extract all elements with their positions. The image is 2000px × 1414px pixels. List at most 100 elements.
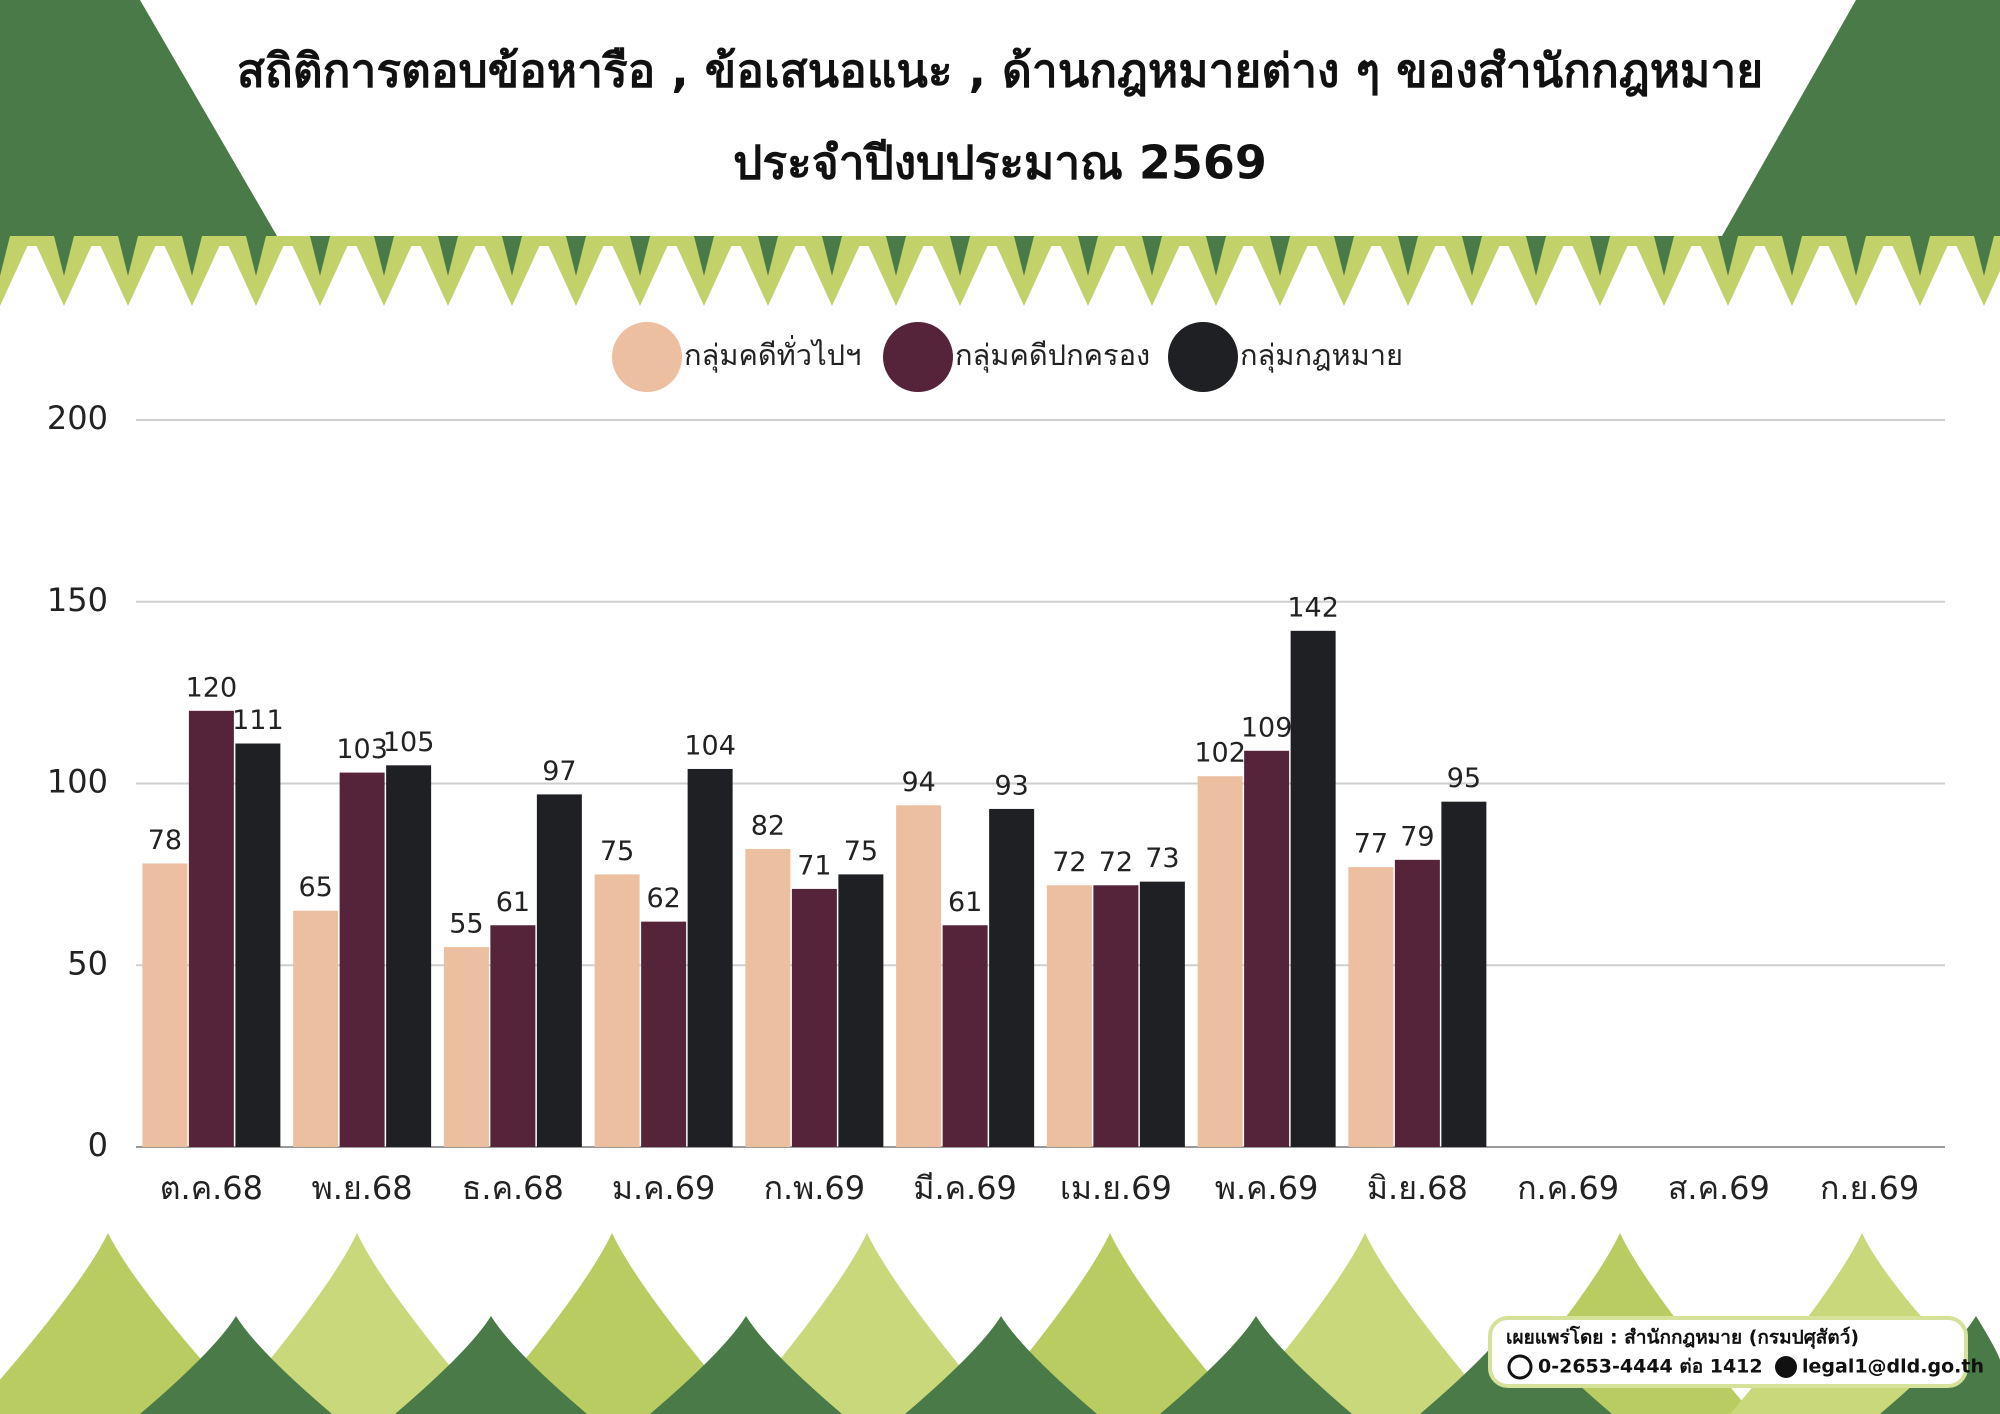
legend-swatch xyxy=(612,322,682,392)
value-label: 62 xyxy=(646,883,680,914)
footer-phone: 0-2653-4444 ต่อ 1412 xyxy=(1538,1356,1763,1378)
zigzag-leaf xyxy=(0,236,32,306)
x-tick-label: พ.ค.69 xyxy=(1215,1169,1319,1207)
x-tick-label: ก.ย.69 xyxy=(1820,1169,1919,1207)
bar xyxy=(490,925,536,1147)
zigzag-leaf xyxy=(1270,236,1290,276)
value-label: 103 xyxy=(336,734,388,765)
zigzag-leaf xyxy=(1398,236,1418,276)
zigzag-leaf xyxy=(758,236,778,276)
zigzag-leaf xyxy=(1782,236,1802,276)
value-label: 65 xyxy=(298,872,332,903)
bar xyxy=(838,874,884,1147)
zigzag-leaf xyxy=(1654,236,1674,276)
legend-label: กลุ่มคดีปกครอง xyxy=(955,338,1150,373)
leaf xyxy=(650,1316,842,1414)
zigzag-leaf xyxy=(1974,236,1994,276)
bar xyxy=(594,874,640,1147)
footer-email: legal1@dld.go.th xyxy=(1802,1356,1984,1378)
zigzag-leaf xyxy=(886,236,906,276)
value-label: 97 xyxy=(542,756,576,787)
bar xyxy=(896,805,942,1147)
value-label: 93 xyxy=(994,770,1028,801)
bar xyxy=(989,808,1035,1147)
value-label: 82 xyxy=(751,810,785,841)
value-label: 111 xyxy=(232,705,284,736)
footer-panel xyxy=(1488,1316,1968,1388)
zigzag-leaf xyxy=(950,236,970,276)
zigzag-leaf xyxy=(630,236,650,276)
zigzag-leaf xyxy=(1142,236,1162,276)
zigzag-leaf xyxy=(1718,236,1738,276)
corner-triangle xyxy=(1722,0,2000,236)
x-tick-label: มี.ค.69 xyxy=(913,1169,1017,1207)
value-label: 95 xyxy=(1447,763,1481,794)
y-tick-label: 50 xyxy=(67,944,108,982)
bar xyxy=(536,794,582,1147)
bar xyxy=(791,888,837,1147)
zigzag-leaf xyxy=(1846,236,1866,276)
bar xyxy=(188,710,234,1147)
zigzag-leaf xyxy=(1526,236,1546,276)
value-label: 142 xyxy=(1287,592,1339,623)
value-label: 73 xyxy=(1145,843,1179,874)
zigzag-leaf xyxy=(246,236,266,276)
value-label: 61 xyxy=(496,887,530,918)
value-label: 72 xyxy=(1052,847,1086,878)
value-label: 75 xyxy=(600,836,634,867)
bar xyxy=(1290,630,1336,1147)
value-label: 75 xyxy=(844,836,878,867)
zigzag-leaf xyxy=(310,236,330,276)
bar xyxy=(1093,885,1139,1147)
bar xyxy=(1046,885,1092,1147)
y-tick-label: 0 xyxy=(88,1126,108,1164)
bar xyxy=(1348,867,1394,1147)
value-label: 72 xyxy=(1099,847,1133,878)
bar xyxy=(1139,881,1185,1147)
y-tick-label: 100 xyxy=(47,763,108,801)
zigzag-leaf xyxy=(1590,236,1610,276)
bar xyxy=(339,772,385,1147)
zigzag-leaf xyxy=(54,236,74,276)
bar xyxy=(235,743,281,1147)
zigzag-leaf xyxy=(1462,236,1482,276)
corner-triangle xyxy=(0,0,277,236)
bar xyxy=(386,765,432,1147)
x-tick-label: ส.ค.69 xyxy=(1668,1169,1770,1207)
leaf xyxy=(140,1316,332,1414)
zigzag-leaf xyxy=(1014,236,1034,276)
zigzag-leaf xyxy=(1910,236,1930,276)
bar xyxy=(942,925,988,1147)
bar xyxy=(687,768,733,1147)
value-label: 55 xyxy=(449,909,483,940)
leaf xyxy=(480,1233,745,1414)
zigzag-leaf xyxy=(1334,236,1354,276)
leaf xyxy=(225,1233,490,1414)
zigzag-leaf xyxy=(182,236,202,276)
legend-label: กลุ่มกฎหมาย xyxy=(1240,338,1403,373)
zigzag-leaf xyxy=(822,236,842,276)
bar xyxy=(1441,801,1487,1147)
leaf xyxy=(735,1233,1000,1414)
zigzag-leaf xyxy=(1078,236,1098,276)
zigzag-leaf xyxy=(0,236,10,276)
bar xyxy=(745,848,791,1147)
bar xyxy=(1197,776,1243,1147)
value-label: 105 xyxy=(383,727,435,758)
x-tick-label: เม.ย.69 xyxy=(1060,1169,1172,1207)
value-label: 120 xyxy=(186,672,238,703)
phone-icon xyxy=(1507,1354,1533,1380)
y-tick-label: 200 xyxy=(47,399,108,437)
x-tick-label: ธ.ค.68 xyxy=(462,1169,564,1207)
value-label: 78 xyxy=(148,825,182,856)
value-label: 109 xyxy=(1241,712,1293,743)
zigzag-leaf xyxy=(374,236,394,276)
legend-swatch xyxy=(1168,322,1238,392)
x-tick-label: มิ.ย.68 xyxy=(1367,1169,1468,1207)
zigzag-leaf xyxy=(118,236,138,276)
footer-publisher: เผยแพร่โดย : สำนักกฎหมาย (กรมปศุสัตว์) xyxy=(1506,1326,1859,1350)
legend-swatch xyxy=(883,322,953,392)
value-label: 104 xyxy=(684,730,736,761)
value-label: 77 xyxy=(1354,829,1388,860)
